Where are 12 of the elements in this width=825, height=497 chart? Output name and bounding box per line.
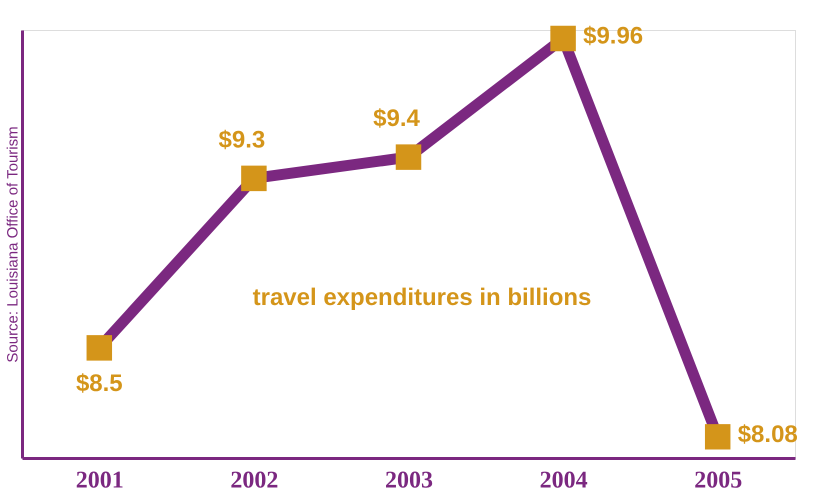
source-note: Source: Louisiana Office of Tourism	[4, 126, 22, 363]
x-tick-label: 2004	[540, 468, 588, 494]
x-tick-label: 2003	[385, 468, 433, 494]
x-tick-label: 2001	[76, 468, 124, 494]
data-label: $9.96	[583, 22, 644, 50]
x-tick-label: 2005	[694, 468, 742, 494]
data-label: $8.5	[76, 370, 123, 397]
data-label: $9.4	[373, 105, 421, 132]
text: travel expenditures in billions	[252, 284, 592, 311]
data-label: $9.3	[218, 126, 266, 154]
x-tick-label: 2002	[230, 468, 278, 494]
data-label: $8.08	[738, 420, 798, 448]
